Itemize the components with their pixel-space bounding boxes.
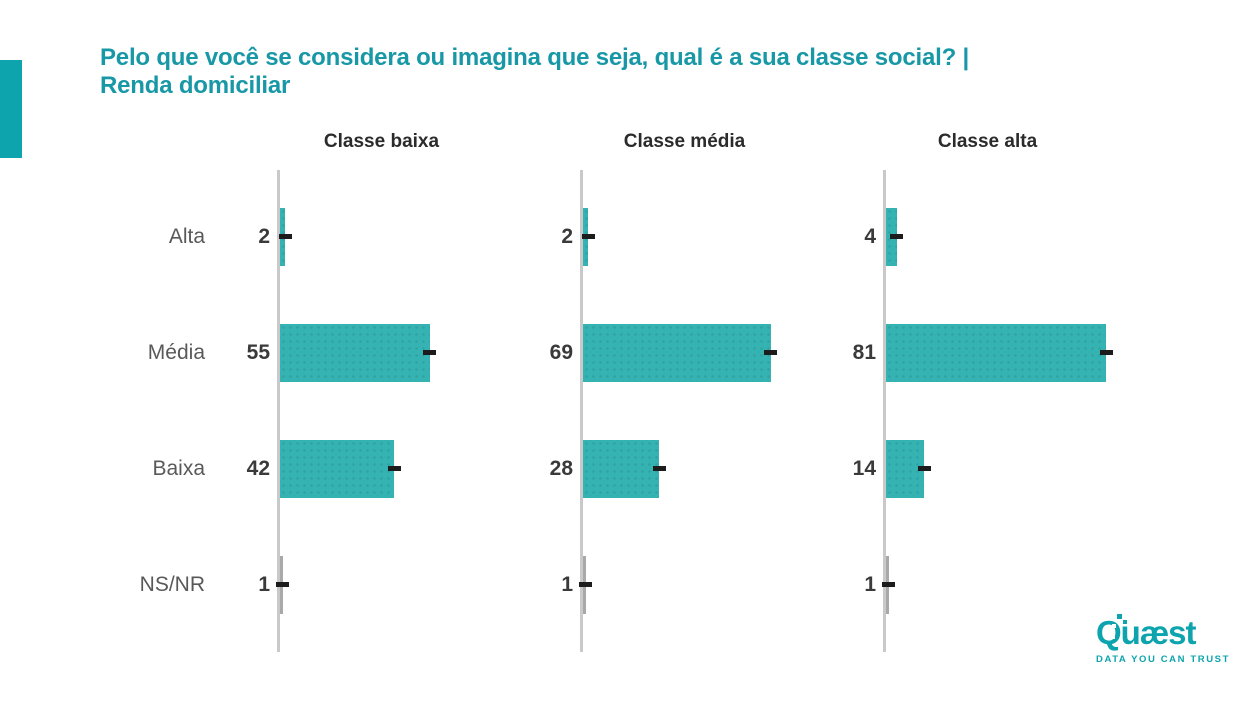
logo-q-pixel-icon <box>1117 614 1122 619</box>
panel-classe-media: 2 69 28 1 <box>533 170 836 652</box>
quaest-logo: Quæst DATA YOU CAN TRUST <box>1096 614 1231 674</box>
panel-classe-baixa: 2 55 42 1 <box>230 170 533 652</box>
axis-line <box>277 170 280 652</box>
bar-end-marker <box>423 350 437 355</box>
value-label: 42 <box>246 457 270 480</box>
panel-classe-alta: 4 81 14 1 <box>836 170 1139 652</box>
left-accent-bar <box>0 60 22 158</box>
value-label: 55 <box>246 341 270 364</box>
page-title-line2: Renda domiciliar <box>100 72 291 99</box>
bar-end-marker <box>764 350 778 355</box>
bar-end-marker <box>276 582 290 587</box>
bar-end-marker <box>581 234 595 239</box>
bar-end-marker <box>917 466 931 471</box>
page-title-line1: Pelo que você se considera ou imagina qu… <box>100 44 970 71</box>
category-label-media: Média <box>147 341 205 364</box>
value-label: 1 <box>561 573 573 596</box>
value-label: 81 <box>852 341 876 364</box>
quaest-logo-text: Quæst <box>1096 614 1197 651</box>
category-label-baixa: Baixa <box>152 457 205 480</box>
page-title: Pelo que você se considera ou imagina qu… <box>100 44 1100 100</box>
logo-q-pixel-icon <box>1109 633 1115 639</box>
bar-end-marker <box>890 234 904 239</box>
axis-line <box>883 170 886 652</box>
bar <box>280 440 395 498</box>
panel-header-classe-alta: Classe alta <box>937 131 1038 152</box>
value-label: 2 <box>258 225 270 248</box>
logo-q-pixel-icon <box>1112 624 1116 628</box>
value-label: 2 <box>561 225 573 248</box>
bar-end-marker <box>579 582 593 587</box>
value-label: 1 <box>258 573 270 596</box>
value-label: 1 <box>864 573 876 596</box>
bar-end-marker <box>278 234 292 239</box>
category-label-nsnr: NS/NR <box>139 573 205 596</box>
bar <box>280 324 430 382</box>
bar-end-marker <box>882 582 896 587</box>
logo-q-pixel-icon <box>1105 627 1110 632</box>
value-label: 14 <box>852 457 876 480</box>
bar-end-marker <box>387 466 401 471</box>
panel-header-classe-media: Classe média <box>623 131 746 152</box>
bar <box>583 324 771 382</box>
bar <box>886 324 1107 382</box>
axis-line <box>580 170 583 652</box>
bar-end-marker <box>652 466 666 471</box>
panel-header-classe-baixa: Classe baixa <box>323 131 440 152</box>
value-label: 69 <box>549 341 573 364</box>
value-label: 28 <box>549 457 573 480</box>
quaest-logo-tagline: DATA YOU CAN TRUST <box>1096 654 1231 665</box>
logo-q-pixel-icon <box>1123 620 1127 624</box>
bar-end-marker <box>1099 350 1113 355</box>
value-label: 4 <box>864 225 876 248</box>
quaest-logo-wordmark: Quæst <box>1096 614 1226 651</box>
bar <box>583 440 660 498</box>
category-label-alta: Alta <box>168 225 205 248</box>
